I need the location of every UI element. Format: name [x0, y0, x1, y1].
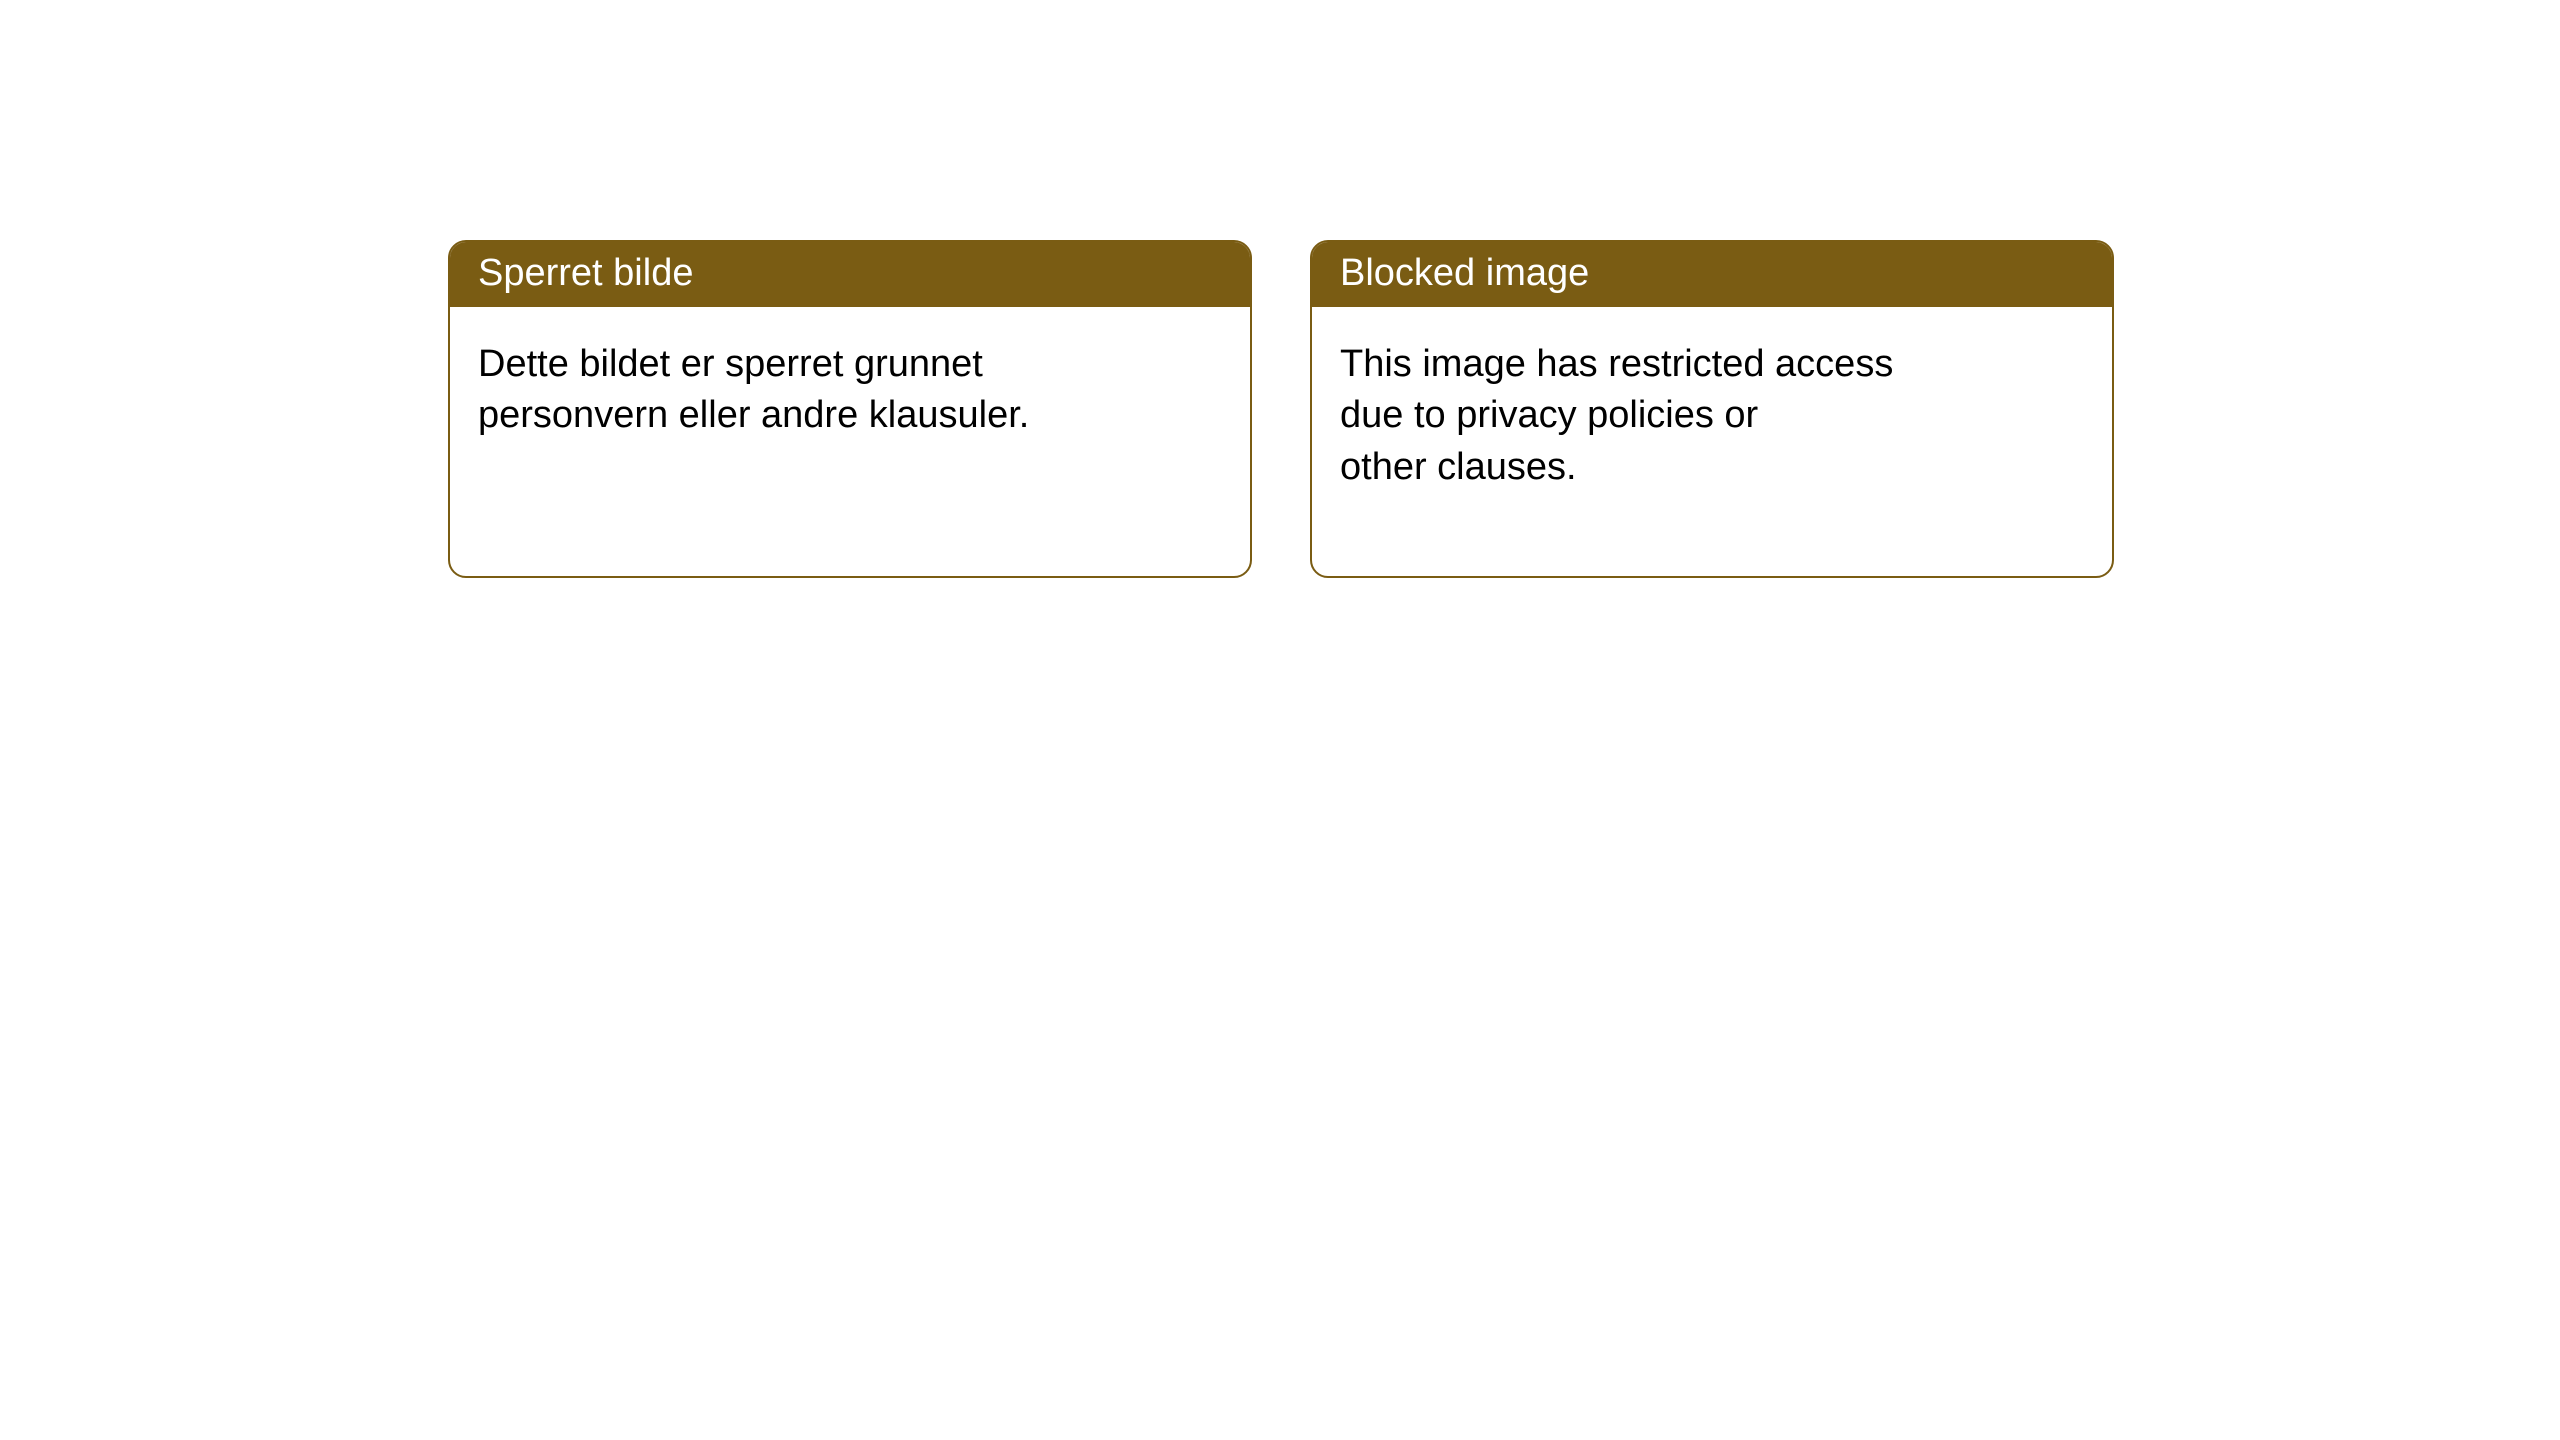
notice-card-norwegian: Sperret bilde Dette bildet er sperret gr… [448, 240, 1252, 578]
notice-card-english: Blocked image This image has restricted … [1310, 240, 2114, 578]
notice-body: This image has restricted access due to … [1312, 307, 2112, 525]
notice-body: Dette bildet er sperret grunnet personve… [450, 307, 1250, 474]
notice-title: Blocked image [1312, 242, 2112, 307]
notice-title: Sperret bilde [450, 242, 1250, 307]
notice-container: Sperret bilde Dette bildet er sperret gr… [0, 0, 2560, 578]
